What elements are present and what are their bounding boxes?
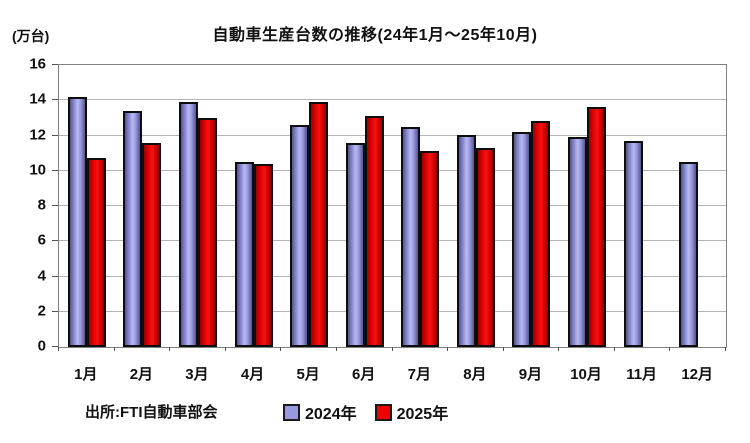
y-tick-label-16: 16 [29, 55, 46, 73]
gridline-y-12 [59, 134, 726, 136]
y-tick-12 [52, 134, 58, 136]
gridline-y-14 [59, 99, 726, 101]
gridline-y-8 [59, 205, 726, 206]
legend-item-2025年: 2025年 [374, 400, 449, 424]
x-tick-6 [391, 347, 393, 351]
x-category-label-9月: 9月 [518, 366, 543, 383]
bar-2024年-8月 [456, 135, 476, 347]
y-tick-label-12: 12 [29, 126, 46, 143]
y-tick-2 [52, 310, 58, 312]
x-category-label-12月: 12月 [681, 366, 714, 383]
x-tick-0 [58, 347, 59, 351]
x-tick-11 [669, 347, 671, 351]
y-tick-10 [52, 169, 58, 171]
x-tick-12 [725, 347, 726, 351]
y-tick-label-8: 8 [37, 196, 46, 214]
bar-2024年-9月 [512, 132, 532, 347]
x-tick-9 [558, 347, 560, 351]
bar-2025年-10月 [587, 107, 607, 347]
bar-2024年-3月 [178, 102, 198, 347]
bar-2024年-7月 [401, 127, 421, 347]
bar-2024年-6月 [345, 143, 365, 347]
x-tick-1 [113, 347, 115, 351]
bar-2025年-7月 [420, 151, 440, 347]
x-tick-2 [169, 347, 171, 351]
gridline-y-6 [59, 240, 726, 242]
y-tick-16 [52, 64, 58, 65]
bar-2025年-4月 [253, 164, 273, 347]
x-tick-7 [447, 347, 449, 351]
legend-swatch-2025年 [374, 403, 392, 421]
bar-2024年-5月 [290, 125, 310, 347]
bar-2025年-5月 [309, 102, 329, 347]
legend-swatch-2024年 [283, 403, 300, 421]
y-tick-label-2: 2 [37, 302, 46, 320]
gridline-y-2 [59, 310, 726, 312]
x-tick-4 [280, 347, 282, 351]
bar-2025年-8月 [475, 148, 495, 347]
x-category-label-11月: 11月 [626, 366, 658, 383]
x-category-label-10月: 10月 [570, 366, 602, 383]
bar-2024年-1月 [67, 97, 87, 347]
bar-2024年-4月 [234, 162, 254, 347]
y-tick-0 [52, 346, 58, 347]
y-tick-label-0: 0 [37, 337, 46, 355]
source-note: 出所:FTI自動車部会 [85, 404, 218, 421]
y-tick-6 [52, 240, 58, 242]
y-tick-label-10: 10 [29, 161, 46, 179]
x-category-label-3月: 3月 [185, 366, 209, 383]
bar-2025年-9月 [531, 121, 551, 347]
bar-2024年-11月 [623, 141, 643, 347]
bar-2025年-6月 [364, 116, 384, 347]
bar-2025年-2月 [142, 143, 162, 347]
x-tick-10 [613, 347, 615, 351]
x-tick-8 [502, 347, 504, 351]
bar-2024年-12月 [679, 162, 699, 347]
legend: 2024年 2025年 [283, 400, 448, 424]
legend-label-2024年: 2024年 [305, 406, 357, 423]
x-category-label-8月: 8月 [463, 366, 487, 383]
y-tick-label-14: 14 [29, 90, 46, 108]
x-tick-3 [224, 347, 226, 351]
y-tick-4 [52, 275, 58, 277]
y-tick-label-4: 4 [37, 267, 46, 284]
x-category-label-4月: 4月 [240, 366, 265, 383]
plot-area [58, 64, 727, 348]
x-tick-5 [335, 347, 337, 351]
legend-item-2024年: 2024年 [283, 400, 357, 424]
x-category-label-5月: 5月 [296, 366, 320, 383]
bar-2024年-2月 [123, 111, 143, 347]
legend-label-2025年: 2025年 [396, 406, 449, 423]
x-category-label-7月: 7月 [407, 366, 431, 383]
y-tick-label-6: 6 [37, 231, 46, 249]
y-axis-unit-label: (万台) [12, 28, 50, 44]
x-category-label-2月: 2月 [129, 366, 154, 383]
y-tick-8 [52, 205, 58, 206]
gridline-y-4 [59, 275, 726, 277]
bar-2024年-10月 [568, 137, 588, 347]
bar-2025年-3月 [197, 118, 217, 347]
gridline-y-10 [59, 169, 726, 171]
x-category-label-1月: 1月 [74, 366, 98, 383]
y-tick-14 [52, 99, 58, 101]
chart-title: 自動車生産台数の推移(24年1月～25年10月) [212, 27, 538, 44]
bar-2025年-1月 [86, 158, 106, 347]
x-category-label-6月: 6月 [352, 366, 376, 383]
